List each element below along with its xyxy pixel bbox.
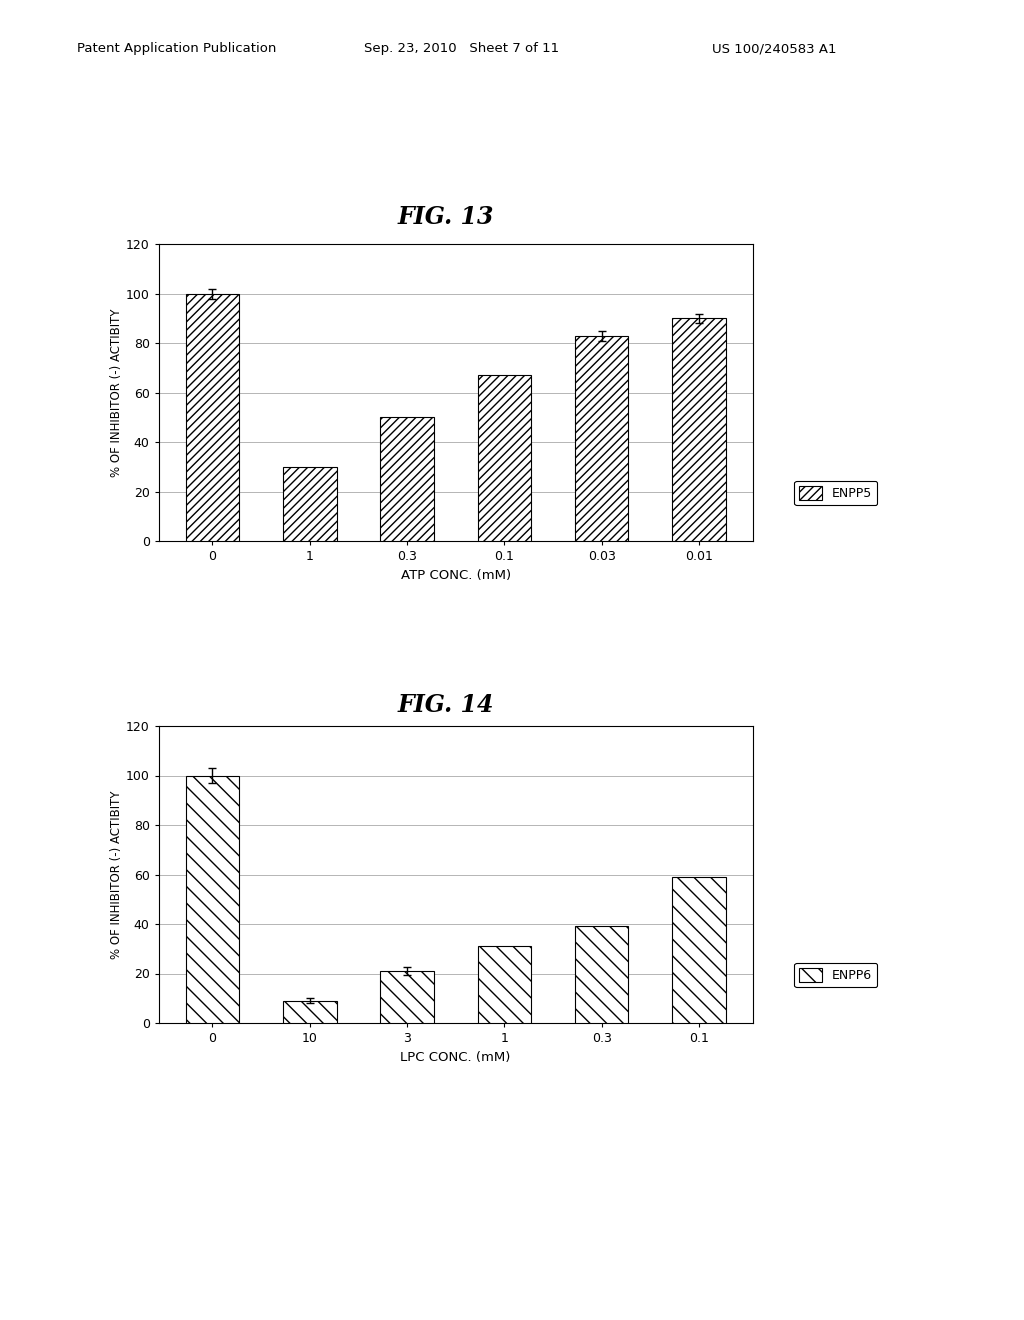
Text: Patent Application Publication: Patent Application Publication bbox=[77, 42, 276, 55]
Bar bbox=[283, 467, 337, 541]
X-axis label: ATP CONC. (mM): ATP CONC. (mM) bbox=[400, 569, 511, 582]
Bar bbox=[380, 972, 434, 1023]
Legend: ENPP6: ENPP6 bbox=[795, 962, 877, 987]
Bar bbox=[672, 876, 726, 1023]
Bar bbox=[185, 776, 240, 1023]
X-axis label: LPC CONC. (mM): LPC CONC. (mM) bbox=[400, 1051, 511, 1064]
Text: US 100/240583 A1: US 100/240583 A1 bbox=[712, 42, 837, 55]
Bar bbox=[574, 335, 629, 541]
Bar bbox=[477, 946, 531, 1023]
Bar bbox=[574, 927, 629, 1023]
Y-axis label: % OF INHIBITOR (-) ACTIBITY: % OF INHIBITOR (-) ACTIBITY bbox=[110, 791, 123, 958]
Bar bbox=[380, 417, 434, 541]
Text: FIG. 13: FIG. 13 bbox=[397, 205, 494, 228]
Text: FIG. 14: FIG. 14 bbox=[397, 693, 494, 717]
Legend: ENPP5: ENPP5 bbox=[795, 480, 877, 506]
Bar bbox=[185, 294, 240, 541]
Bar bbox=[477, 375, 531, 541]
Bar bbox=[283, 1001, 337, 1023]
Bar bbox=[672, 318, 726, 541]
Text: Sep. 23, 2010   Sheet 7 of 11: Sep. 23, 2010 Sheet 7 of 11 bbox=[364, 42, 559, 55]
Y-axis label: % OF INHIBITOR (-) ACTIBITY: % OF INHIBITOR (-) ACTIBITY bbox=[110, 309, 123, 477]
